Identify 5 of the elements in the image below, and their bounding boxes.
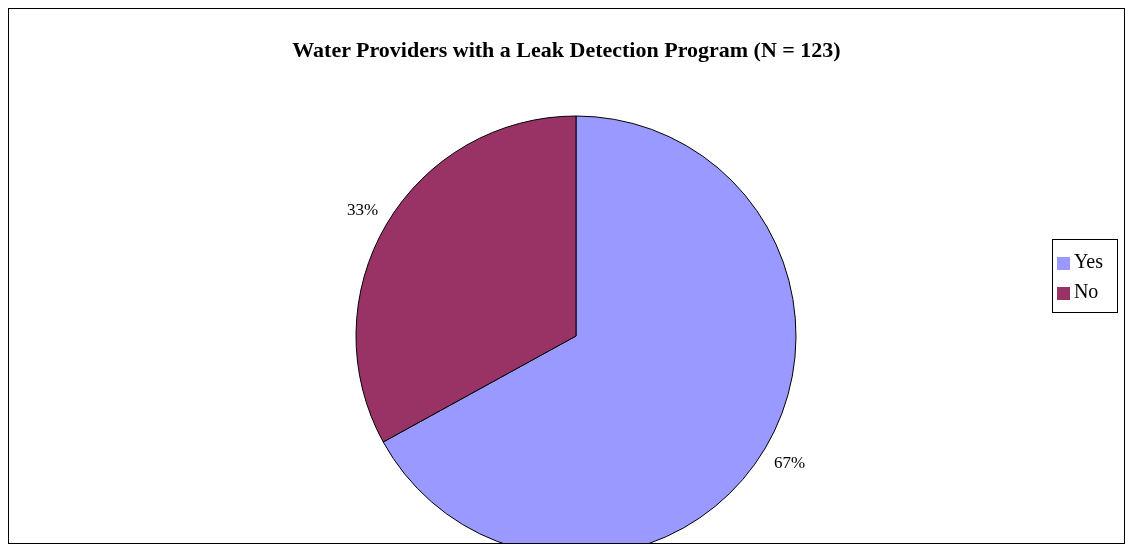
legend-label: Yes <box>1073 250 1103 272</box>
data-label: 33% <box>346 200 379 220</box>
chart-title: Water Providers with a Leak Detection Program (N = 123) <box>291 37 842 63</box>
data-label: 67% <box>773 452 806 472</box>
legend-label: No <box>1073 280 1099 302</box>
